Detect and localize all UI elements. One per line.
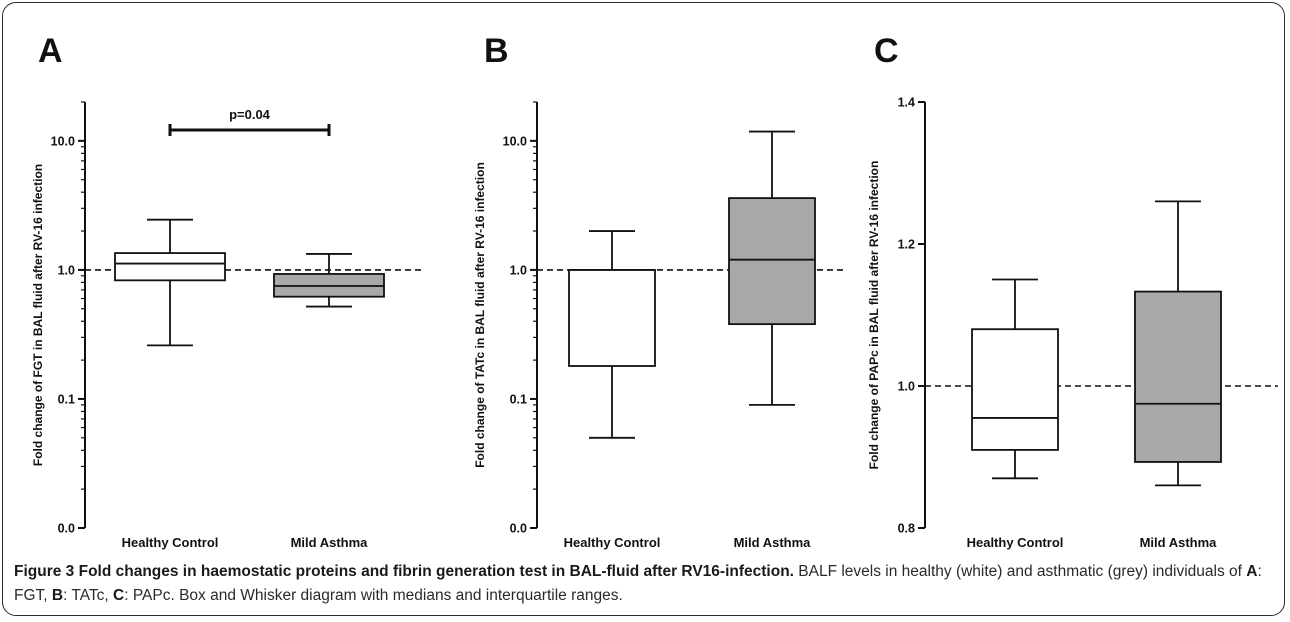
y-axis-label: Fold change of TATc in BAL fluid after R… xyxy=(473,162,487,468)
box-iqr xyxy=(568,268,656,367)
box-mild-asthma xyxy=(273,253,385,308)
panel-letter: B xyxy=(484,32,509,70)
caption-label-c: C xyxy=(113,587,125,604)
panel-c: C 0.8 1.0 1.2 1.4 Fold change of PAPc in BAL … xyxy=(867,32,1278,550)
y-tick-label: 0.1 xyxy=(58,392,75,406)
panel-b: B 0.0 0.1 1.0 10.0 Fold change of TATc in BAL… xyxy=(473,32,845,550)
x-category-label: Mild Asthma xyxy=(291,535,369,550)
caption-text-c: : PAPc. Box and Whisker diagram with med… xyxy=(124,587,623,604)
box-iqr xyxy=(114,252,226,282)
panel-letter: A xyxy=(38,32,63,70)
figure-caption: Figure 3 Fold changes in haemostatic pro… xyxy=(14,560,1276,608)
x-category-label: Mild Asthma xyxy=(734,535,812,550)
caption-text-b: : TATc, xyxy=(63,587,114,604)
y-tick-label: 1.2 xyxy=(898,238,915,252)
box-iqr xyxy=(728,197,816,326)
y-axis-label: Fold change of PAPc in BAL fluid after R… xyxy=(867,161,881,470)
y-tick-label: 0.0 xyxy=(58,522,75,536)
caption-text: BALF levels in healthy (white) and asthm… xyxy=(793,563,1247,580)
x-category-label: Mild Asthma xyxy=(1140,535,1218,550)
caption-text-a: : FGT, xyxy=(14,563,1262,604)
box-iqr xyxy=(971,328,1059,451)
y-tick-label: 0.8 xyxy=(898,522,915,536)
box-healthy-control xyxy=(114,218,226,347)
box-iqr xyxy=(1134,290,1222,463)
y-tick-label: 0.0 xyxy=(510,522,527,536)
caption-title: Figure 3 Fold changes in haemostatic pro… xyxy=(14,563,794,580)
box-mild-asthma xyxy=(1134,200,1222,487)
y-tick-label: 10.0 xyxy=(51,134,75,148)
panel-a: A 0.0 0.1 1.0 10.0 Fold change of FGT in BAL … xyxy=(31,32,422,550)
caption-label-a: A xyxy=(1246,563,1258,580)
x-category-label: Healthy Control xyxy=(967,535,1064,550)
significance-label: p=0.04 xyxy=(229,107,271,122)
y-tick-label: 1.0 xyxy=(510,263,527,277)
y-tick-label: 0.1 xyxy=(510,392,527,406)
panel-letter: C xyxy=(874,32,899,70)
x-category-label: Healthy Control xyxy=(122,535,219,550)
box-healthy-control xyxy=(568,230,656,439)
figure-charts: A 0.0 0.1 1.0 10.0 Fold change of FGT in BAL … xyxy=(31,32,1278,550)
y-tick-label: 10.0 xyxy=(503,134,527,148)
x-category-label: Healthy Control xyxy=(564,535,661,550)
caption-label-b: B xyxy=(51,587,64,604)
box-healthy-control xyxy=(971,278,1059,480)
y-tick-label: 1.0 xyxy=(58,263,75,277)
y-axis-label: Fold change of FGT in BAL fluid after RV… xyxy=(31,164,45,466)
y-tick-label: 1.0 xyxy=(898,380,915,394)
box-mild-asthma xyxy=(728,130,816,406)
y-tick-label: 1.4 xyxy=(898,96,915,110)
